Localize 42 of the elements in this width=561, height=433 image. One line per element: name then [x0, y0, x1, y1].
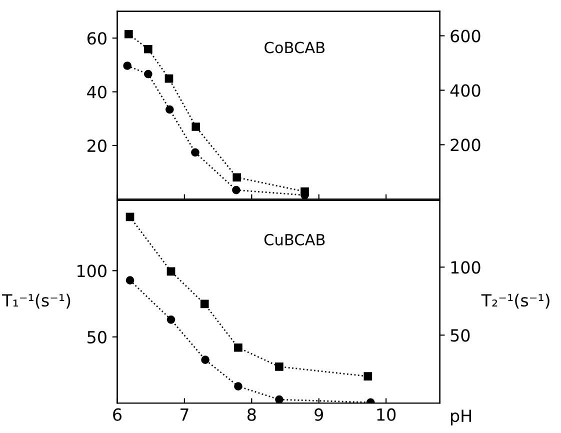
- point: [166, 316, 176, 324]
- y-tick-label: 50: [88, 330, 106, 344]
- point: [200, 300, 209, 308]
- x-tick-label: 9: [314, 408, 323, 421]
- x-tick-label: 10: [377, 408, 396, 421]
- point: [275, 362, 284, 371]
- y2-axis-title: T₂⁻¹(s⁻¹): [481, 294, 550, 309]
- y-axis-title: T₁⁻¹(s⁻¹): [2, 294, 70, 309]
- point: [124, 30, 133, 38]
- point: [191, 148, 200, 157]
- point: [166, 105, 174, 114]
- point: [364, 372, 372, 380]
- point: [234, 343, 242, 352]
- x-tick-label: 8: [247, 408, 256, 421]
- point: [192, 122, 200, 131]
- point: [164, 74, 174, 83]
- y-tick-label: 60: [87, 32, 106, 45]
- y2-tick-label: 200: [450, 138, 480, 152]
- annotation: CuBCAB: [264, 234, 325, 246]
- point: [144, 70, 152, 78]
- point: [166, 267, 176, 276]
- point: [201, 356, 210, 364]
- annotation: CoBCAB: [264, 42, 324, 54]
- point: [232, 186, 240, 194]
- y2-tick-label: 50: [450, 329, 470, 342]
- x-tick-label: 6: [113, 408, 122, 421]
- point: [126, 212, 134, 222]
- point: [234, 382, 242, 390]
- point: [232, 173, 242, 182]
- point: [123, 62, 132, 70]
- point: [300, 187, 309, 196]
- y2-tick-label: 100: [451, 261, 480, 274]
- y2-tick-label: 600: [450, 30, 480, 42]
- x-tick-label: 7: [180, 408, 188, 421]
- y-tick-label: 40: [87, 86, 106, 98]
- point: [144, 44, 152, 54]
- point: [275, 395, 284, 404]
- point: [126, 276, 134, 285]
- y2-tick-label: 400: [450, 84, 480, 97]
- y-tick-label: 20: [88, 139, 106, 152]
- y-tick-label: 100: [78, 264, 106, 278]
- x-axis-title: pH: [451, 410, 471, 426]
